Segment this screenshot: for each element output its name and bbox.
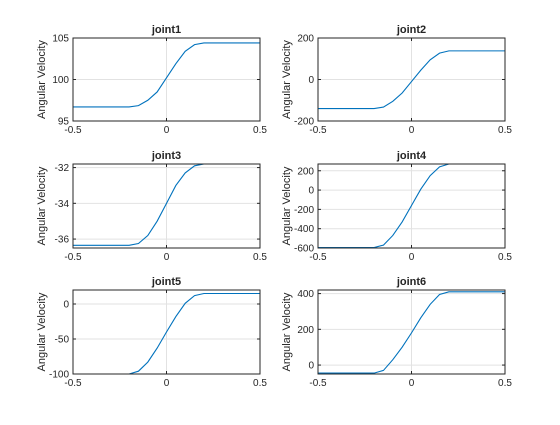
- x-tick-label: 0: [164, 125, 170, 136]
- y-axis-label: Angular Velocity: [36, 40, 48, 119]
- x-tick-label: 0.5: [498, 125, 512, 136]
- data-line-joint6: [318, 291, 505, 374]
- y-tick-label: 100: [52, 75, 69, 86]
- y-tick-label: 200: [297, 166, 314, 177]
- y-axis-label: Angular Velocity: [36, 166, 48, 245]
- axes-4: -0.5 0 0.5 -600 -400 -200 0 200 joint4 Angular Ve…: [281, 150, 512, 263]
- axes-title: joint1: [151, 24, 181, 36]
- x-tick-label: 0.5: [498, 252, 512, 263]
- axes-1: -0.5 0 0.5 95 100 105 joint1 Angular Velocity: [36, 24, 267, 136]
- axes-title: joint6: [396, 276, 426, 288]
- data-line-joint3: [73, 163, 260, 246]
- x-tick-label: 0.5: [253, 378, 267, 389]
- data-line-joint1: [73, 42, 260, 108]
- x-tick-label: 0.5: [498, 378, 512, 389]
- y-tick-label: -50: [55, 335, 70, 346]
- y-tick-label: 0: [308, 75, 314, 86]
- axes-title: joint3: [151, 150, 181, 162]
- y-tick-label: 200: [297, 34, 314, 45]
- x-tick-label: -0.5: [64, 125, 82, 136]
- axes-3: -0.5 0 0.5 -36 -34 -32 joint3 Angular Velocity: [36, 150, 267, 263]
- y-tick-label: -100: [49, 370, 69, 381]
- x-tick-label: -0.5: [64, 378, 82, 389]
- y-axis-label: Angular Velocity: [281, 166, 293, 245]
- x-tick-label: 0: [409, 378, 415, 389]
- y-tick-label: -36: [55, 235, 70, 246]
- x-tick-label: 0.5: [253, 252, 267, 263]
- x-tick-label: 0: [409, 125, 415, 136]
- x-tick-label: -0.5: [309, 125, 327, 136]
- y-tick-label: -200: [294, 205, 314, 216]
- y-tick-label: 400: [297, 289, 314, 300]
- x-tick-label: 0.5: [253, 125, 267, 136]
- x-tick-label: 0: [164, 378, 170, 389]
- axes-2: -0.5 0 0.5 -200 0 200 joint2 Angular Velocity: [281, 24, 512, 136]
- y-tick-label: 0: [63, 300, 69, 311]
- y-tick-label: -400: [294, 224, 314, 235]
- y-tick-label: -32: [55, 163, 70, 174]
- y-axis-label: Angular Velocity: [36, 292, 48, 371]
- axes-title: joint2: [396, 24, 426, 36]
- data-line-joint2: [318, 50, 505, 110]
- y-axis-label: Angular Velocity: [281, 292, 293, 371]
- y-tick-label: 95: [58, 117, 70, 128]
- y-tick-label: -200: [294, 117, 314, 128]
- y-axis-label: Angular Velocity: [281, 40, 293, 119]
- x-tick-label: -0.5: [309, 378, 327, 389]
- x-tick-label: -0.5: [309, 252, 327, 263]
- x-tick-label: -0.5: [64, 252, 82, 263]
- y-tick-label: 0: [308, 186, 314, 197]
- axes-title: joint4: [396, 150, 427, 162]
- axes-title: joint5: [151, 276, 181, 288]
- y-tick-label: 200: [297, 325, 314, 336]
- x-tick-label: 0: [164, 252, 170, 263]
- y-tick-label: -600: [294, 244, 314, 255]
- x-tick-label: 0: [409, 252, 415, 263]
- y-tick-label: -34: [55, 199, 70, 210]
- y-tick-label: 105: [52, 34, 69, 45]
- data-line-joint4: [318, 163, 505, 249]
- axes-6: -0.5 0 0.5 0 200 400 joint6 Angular Velocity: [281, 276, 512, 389]
- y-tick-label: 0: [308, 361, 314, 372]
- axes-5: -0.5 0 0.5 -100 -50 0 joint5 Angular Velocity: [36, 276, 267, 389]
- data-line-joint5: [73, 292, 260, 375]
